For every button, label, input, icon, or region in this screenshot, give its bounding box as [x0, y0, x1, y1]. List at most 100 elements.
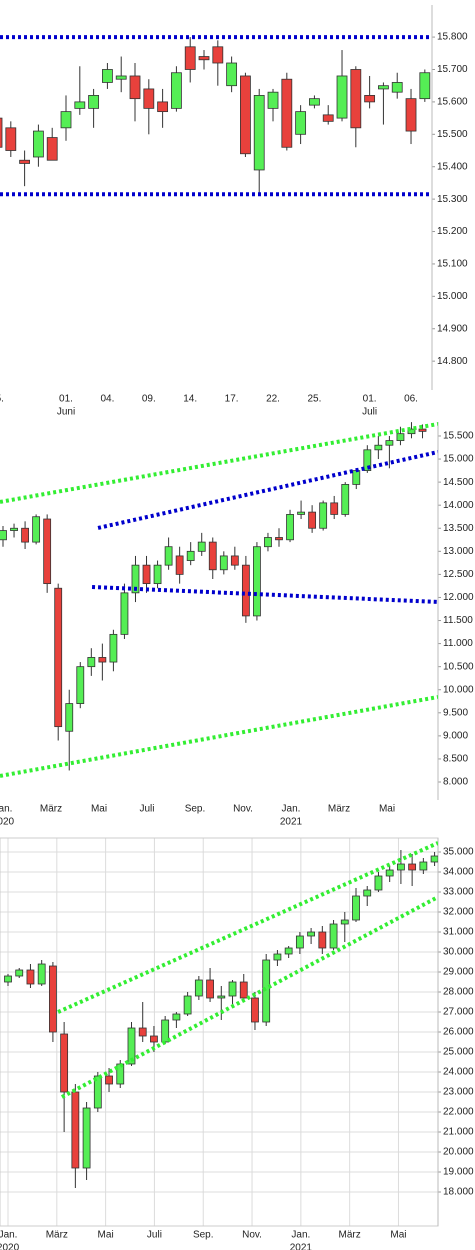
candle-body [307, 931, 316, 937]
candle-body [10, 527, 18, 531]
candle-body [212, 46, 224, 64]
candle-body [341, 484, 350, 515]
candle-body [275, 537, 283, 541]
y-tick-label: 9.500 [443, 707, 468, 718]
y-tick-label: 31.000 [443, 927, 474, 938]
x-tick-label: März [339, 1230, 361, 1241]
candle-body [60, 1033, 69, 1093]
candle-body [109, 633, 118, 663]
y-tick-label: 25.000 [443, 1047, 474, 1058]
candle-body [352, 470, 361, 485]
candle-body [363, 889, 372, 897]
candle-body [364, 95, 376, 103]
candle-body [32, 516, 41, 543]
candle-body [253, 95, 265, 171]
x-tick-label: 04. [100, 394, 114, 405]
candle-body [120, 592, 129, 635]
candle-body [350, 69, 362, 129]
candle-body [251, 997, 259, 1023]
candle-body [76, 666, 85, 704]
candle-body [408, 863, 417, 871]
x-tick-label: Jan. [0, 1230, 17, 1241]
candle-body [164, 546, 173, 566]
x-tick-label: 25. [307, 394, 321, 405]
candle-body [329, 923, 338, 949]
x-tick-sublabel: Juli [362, 407, 377, 418]
x-tick-label: Juli [147, 1230, 162, 1241]
candle-body [228, 981, 237, 997]
y-tick-label: 14.000 [443, 500, 474, 511]
candle-body [396, 433, 405, 441]
candle-body [74, 101, 86, 109]
x-tick-sublabel: 2021 [290, 1243, 313, 1250]
candle-body [407, 428, 416, 435]
candle-body [65, 703, 74, 732]
x-tick-label: 25. [0, 394, 4, 405]
y-tick-label: 23.000 [443, 1087, 474, 1098]
x-tick-label: 01. [59, 394, 73, 405]
y-tick-label: 13.500 [443, 523, 474, 534]
y-tick-label: 20.000 [443, 1147, 474, 1158]
candle-body [206, 979, 214, 999]
y-tick-label: 27.000 [443, 1007, 474, 1018]
candle-body [284, 947, 293, 955]
candle-body [19, 159, 31, 164]
candle-body [319, 502, 328, 529]
y-tick-label: 10.500 [443, 661, 474, 672]
candle-body [397, 863, 405, 871]
candle-body [198, 56, 210, 61]
candle-body [208, 541, 217, 571]
candle-body [26, 969, 35, 985]
y-tick-label: 9.000 [443, 731, 468, 742]
candle-body [264, 537, 272, 548]
candle-body [0, 530, 7, 541]
y-tick-label: 12.000 [443, 592, 474, 603]
y-tick-label: 10.000 [443, 684, 474, 695]
candle-body [405, 98, 417, 132]
candle-body [374, 875, 383, 891]
plot-area [0, 35, 432, 197]
candle-body [4, 975, 12, 983]
x-tick-label: Jan. [291, 1230, 310, 1241]
candle-body [153, 564, 162, 585]
trend-line [0, 422, 438, 504]
candle-body [273, 953, 282, 961]
x-tick-label: Mai [390, 1230, 406, 1241]
y-tick-label: 11.000 [443, 638, 473, 649]
candle-body [87, 657, 96, 668]
y-tick-label: 29.000 [443, 967, 474, 978]
candle-body [49, 965, 57, 1033]
candle-body [172, 1013, 181, 1021]
y-tick-label: 33.000 [443, 887, 474, 898]
candle-body [184, 46, 196, 70]
y-tick-label: 24.000 [443, 1067, 474, 1078]
candle-body [226, 62, 238, 87]
candle-body [142, 564, 151, 585]
candle-body [54, 587, 63, 728]
candle-body [82, 1107, 91, 1169]
candle-body [308, 511, 317, 529]
y-tick-label: 18.000 [443, 1187, 474, 1198]
y-tick-label: 15.200 [437, 226, 468, 237]
x-tick-label: März [46, 1230, 68, 1241]
candle-body [143, 88, 155, 109]
x-tick-label: Jan. [0, 804, 12, 815]
candle-body [98, 657, 107, 663]
candle-body [105, 1075, 113, 1085]
candle-body [102, 69, 113, 83]
candle-body [21, 527, 29, 543]
candle-body [157, 101, 169, 113]
trend-line [91, 584, 438, 604]
candle-body [297, 511, 305, 515]
y-tick-label: 14.500 [443, 477, 474, 488]
candle-body [330, 502, 339, 515]
y-tick-label: 30.000 [443, 947, 474, 958]
candle-body [219, 555, 228, 571]
candle-body [0, 117, 3, 148]
candle-body [230, 555, 239, 566]
candle-body [186, 550, 195, 561]
candle-body [309, 98, 320, 106]
candle-body [286, 514, 294, 541]
